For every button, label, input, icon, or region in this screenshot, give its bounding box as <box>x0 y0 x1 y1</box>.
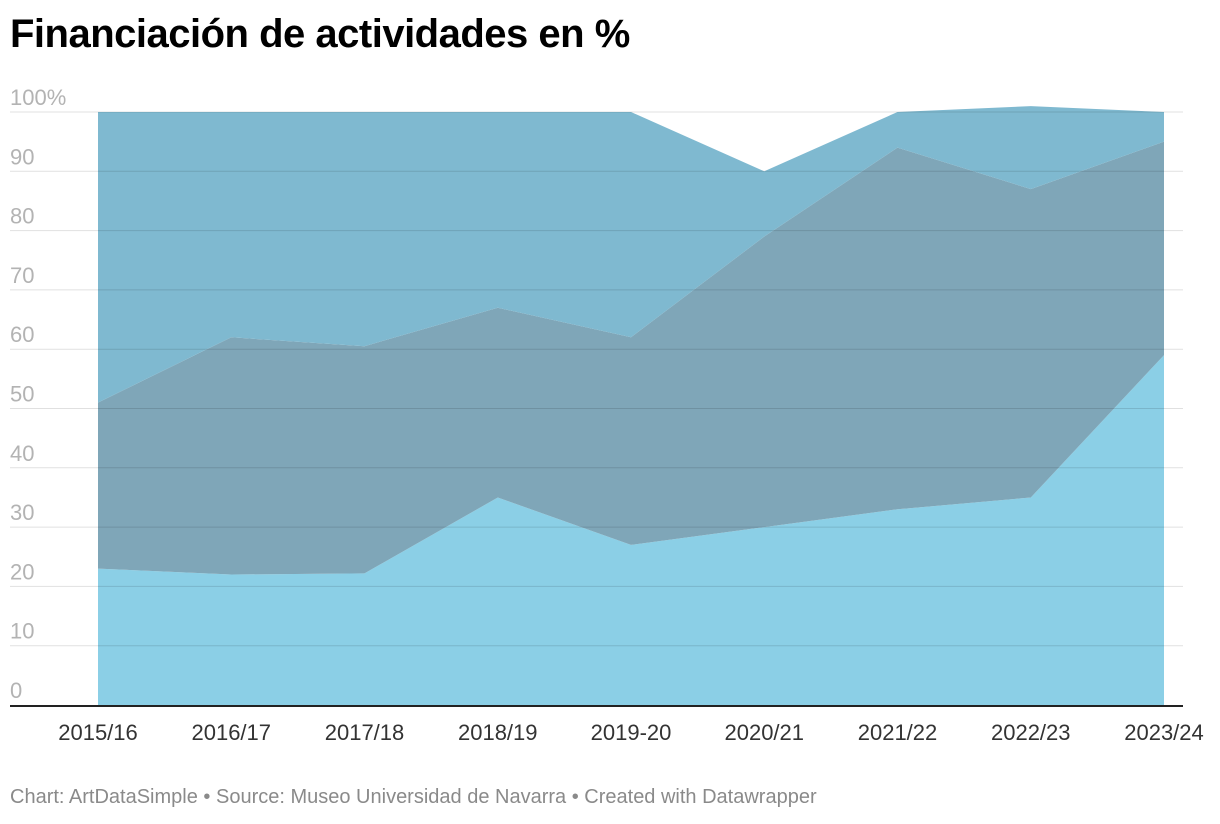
y-tick-label: 40 <box>10 441 34 466</box>
x-tick-label: 2021/22 <box>858 720 938 745</box>
x-tick-label: 2023/24 <box>1124 720 1204 745</box>
chart-footer: Chart: ArtDataSimple • Source: Museo Uni… <box>10 786 817 809</box>
x-tick-label: 2020/21 <box>724 720 804 745</box>
x-tick-label: 2022/23 <box>991 720 1071 745</box>
x-tick-label: 2017/18 <box>325 720 405 745</box>
x-tick-label: 2018/19 <box>458 720 538 745</box>
footer-source: Source: Museo Universidad de Navarra <box>215 786 567 808</box>
y-tick-label: 90 <box>10 144 34 169</box>
area-series-1 <box>98 355 1164 705</box>
footer-chart-credit: Chart: ArtDataSimple <box>10 786 198 808</box>
chart-title: Financiación de actividades en % <box>10 12 630 56</box>
footer-separator: • <box>566 786 585 808</box>
x-tick-label: 2016/17 <box>191 720 271 745</box>
x-tick-label: 2015/16 <box>58 720 138 745</box>
footer-created-with: Created with Datawrapper <box>584 786 817 808</box>
footer-separator: • <box>197 786 216 808</box>
y-tick-label: 10 <box>10 619 34 644</box>
area-series-3 <box>98 106 1164 403</box>
x-tick-label: 2019-20 <box>591 720 672 745</box>
area-series-2 <box>98 141 1164 575</box>
y-tick-label: 60 <box>10 322 34 347</box>
y-tick-label: 80 <box>10 204 34 229</box>
y-tick-label: 20 <box>10 559 34 584</box>
y-tick-label: 30 <box>10 500 34 525</box>
y-tick-label: 100% <box>10 85 66 110</box>
y-tick-label: 70 <box>10 263 34 288</box>
y-tick-label: 0 <box>10 678 22 703</box>
y-tick-label: 50 <box>10 382 34 407</box>
